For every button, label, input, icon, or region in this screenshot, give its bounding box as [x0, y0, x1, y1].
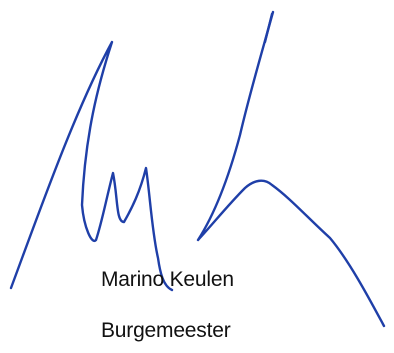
signatory-name: Marino Keulen	[101, 268, 234, 291]
signatory-title: Burgemeester	[101, 319, 231, 342]
signature-stroke-first-loop	[9, 40, 174, 292]
signature-stroke-tick	[263, 12, 274, 44]
signature-stroke-second-loop	[196, 10, 386, 328]
